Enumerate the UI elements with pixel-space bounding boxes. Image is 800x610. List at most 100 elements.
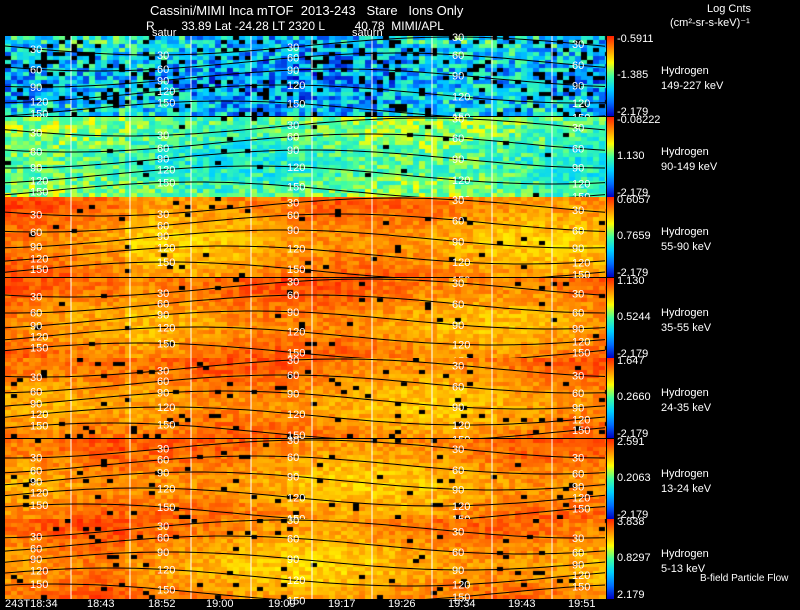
contour-label: 30 — [452, 360, 464, 372]
spectrogram-image — [5, 117, 606, 197]
contour-label: 30 — [572, 370, 584, 382]
contour-label: 60 — [157, 143, 169, 155]
time-tick-label: 19:00 — [206, 598, 234, 610]
colorbar-min: 2.179 — [617, 589, 645, 601]
contour-label: 30 — [30, 128, 42, 140]
contour-label: 90 — [572, 559, 584, 571]
contour-label: 30 — [287, 355, 299, 367]
energy-range: 90-149 keV — [661, 161, 718, 173]
species-name: Hydrogen — [661, 226, 709, 238]
contour-label: 90 — [572, 324, 584, 336]
colorbar-mid: 0.2063 — [617, 472, 651, 484]
contour-label: 150 — [287, 595, 305, 607]
contour-label: 120 — [572, 179, 590, 191]
pitch-angle-contour — [4, 36, 606, 56]
contour-label: 90 — [287, 471, 299, 483]
contour-label: 120 — [572, 414, 590, 426]
contour-label: 90 — [157, 310, 169, 322]
contour-label: 150 — [287, 348, 305, 360]
spectrogram-image — [5, 36, 606, 116]
colorbar-min: -2.179 — [617, 187, 649, 199]
colorbar-max: 1.647 — [617, 355, 645, 367]
contour-label: 150 — [157, 585, 175, 597]
contour-label: 120 — [287, 493, 305, 505]
contour-label: 120 — [572, 98, 590, 110]
contour-label: 30 — [452, 114, 464, 126]
pitch-angle-contour — [4, 551, 606, 571]
contour-label: 150 — [157, 257, 175, 269]
colorbar-mid: 0.2660 — [617, 391, 651, 403]
contour-label: 150 — [572, 348, 590, 360]
contour-label: 120 — [572, 493, 590, 505]
spectrogram-panel-7: 30 30 30 30 30 60 60 60 60 60 90 90 90 90 90 120 120 120 1… — [4, 515, 606, 607]
contour-label: 60 — [287, 452, 299, 464]
pitch-angle-contour — [4, 567, 606, 587]
contour-label: 120 — [157, 86, 175, 98]
pitch-angle-contour — [4, 406, 606, 426]
pitch-angle-contour — [4, 117, 606, 137]
contour-label: 30 — [287, 277, 299, 289]
colorbar — [607, 358, 614, 438]
contour-label: 30 — [572, 533, 584, 545]
time-tick-label: 18:43 — [87, 598, 115, 610]
contour-label: 120 — [30, 253, 48, 265]
time-tick-label: 18:52 — [148, 598, 176, 610]
spectrogram-image — [5, 439, 606, 519]
contour-label: 90 — [30, 321, 42, 333]
contour-label: 90 — [287, 65, 299, 77]
pitch-angle-contour — [4, 583, 606, 603]
contour-label: 60 — [30, 466, 42, 478]
contour-label: 90 — [572, 163, 584, 175]
time-tick-label: 19:26 — [388, 598, 416, 610]
energy-range: 55-90 keV — [661, 241, 712, 253]
contour-label: 90 — [452, 402, 464, 414]
contour-label: 90 — [30, 477, 42, 489]
pitch-angle-contour — [5, 439, 606, 459]
colorbar-mid: 1.130 — [617, 150, 645, 162]
contour-label: 90 — [157, 547, 169, 559]
contour-label: 60 — [452, 133, 464, 145]
contour-label: 30 — [452, 278, 464, 290]
pitch-angle-contour — [4, 374, 606, 394]
contour-label: 60 — [452, 382, 464, 394]
contour-label: 120 — [452, 420, 470, 432]
contour-label: 60 — [287, 533, 299, 545]
contour-label: 120 — [157, 243, 175, 255]
colorbar-min: -2.179 — [617, 509, 649, 521]
pitch-angle-contour — [4, 245, 606, 265]
species-name: Hydrogen — [661, 307, 709, 319]
contour-label: 150 — [30, 500, 48, 512]
contour-label: 90 — [287, 388, 299, 400]
contour-label: 150 — [287, 264, 305, 276]
pitch-angle-contour — [4, 422, 606, 442]
b-field-flow-label: B-field Particle Flow — [700, 573, 789, 584]
contour-label: 30 — [572, 39, 584, 51]
contour-label: 90 — [30, 241, 42, 253]
energy-range: 13-24 keV — [661, 483, 712, 495]
contour-label: 120 — [157, 564, 175, 576]
pitch-angle-contour — [4, 310, 606, 330]
contour-label: 120 — [572, 337, 590, 349]
contour-label: 30 — [287, 198, 299, 210]
contour-label: 60 — [30, 308, 42, 320]
contour-label: 60 — [157, 220, 169, 232]
time-tick-label: 243T18:34 — [5, 598, 58, 610]
time-tick-label: 19:51 — [568, 598, 596, 610]
contour-label: 30 — [287, 120, 299, 132]
time-tick-label: 19:09 — [268, 598, 296, 610]
contour-label: 30 — [157, 365, 169, 377]
colorbar — [607, 197, 614, 277]
contour-label: 30 — [452, 527, 464, 539]
contour-label: 150 — [30, 264, 48, 276]
contour-label: 60 — [452, 215, 464, 227]
contour-label: 60 — [157, 299, 169, 311]
contour-label: 60 — [572, 547, 584, 559]
contour-label: 150 — [157, 98, 175, 110]
contour-label: 30 — [572, 123, 584, 135]
contour-label: 30 — [30, 209, 42, 221]
contour-label: 90 — [30, 82, 42, 94]
pitch-angle-contour — [4, 52, 606, 72]
pitch-angle-contour — [4, 455, 606, 475]
contour-label: 90 — [157, 468, 169, 480]
